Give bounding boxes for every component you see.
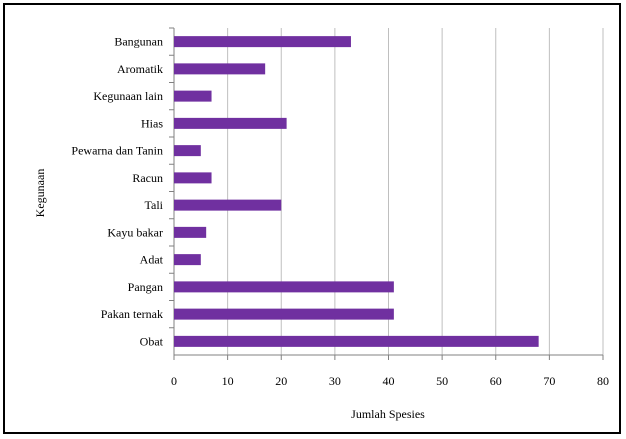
category-label: Hias xyxy=(141,116,163,130)
x-tick-label: 40 xyxy=(383,374,395,388)
x-tick-label: 50 xyxy=(436,374,448,388)
x-tick-label: 20 xyxy=(275,374,287,388)
bar xyxy=(174,254,201,266)
chart-frame xyxy=(3,3,621,434)
category-label: Kegunaan lain xyxy=(93,89,163,103)
category-label: Kayu bakar xyxy=(107,225,163,239)
bar xyxy=(174,90,212,102)
bar xyxy=(174,199,282,211)
bars xyxy=(174,36,539,347)
y-axis-title: Kegunaan xyxy=(33,169,47,218)
bar xyxy=(174,281,394,293)
category-label: Pewarna dan Tanin xyxy=(71,144,163,158)
category-label: Bangunan xyxy=(114,35,163,49)
category-label: Obat xyxy=(140,334,164,348)
x-tick-label: 10 xyxy=(222,374,234,388)
category-labels: Bangunan Aromatik Kegunaan lain Hias Pewarna… xyxy=(71,35,163,349)
bar xyxy=(174,335,539,347)
x-tick-label: 60 xyxy=(490,374,502,388)
x-tick-label: 70 xyxy=(543,374,555,388)
x-tick-label: 80 xyxy=(597,374,609,388)
category-label: Adat xyxy=(140,253,164,267)
bar xyxy=(174,145,201,157)
x-axis-title: Jumlah Spesies xyxy=(351,407,425,421)
gridlines xyxy=(169,27,604,360)
bar xyxy=(174,63,266,75)
category-label: Tali xyxy=(145,198,164,212)
category-label: Pangan xyxy=(128,280,163,294)
x-tick-label: 0 xyxy=(171,374,177,388)
category-label: Pakan ternak xyxy=(101,307,163,321)
bar xyxy=(174,117,287,129)
category-label: Racun xyxy=(132,171,163,185)
bar xyxy=(174,308,394,320)
bar xyxy=(174,172,212,184)
category-label: Aromatik xyxy=(117,62,163,76)
bar xyxy=(174,36,351,48)
x-tick-label: 30 xyxy=(329,374,341,388)
x-tick-labels: 0 10 20 30 40 50 60 70 80 xyxy=(171,374,609,388)
bar xyxy=(174,226,207,238)
